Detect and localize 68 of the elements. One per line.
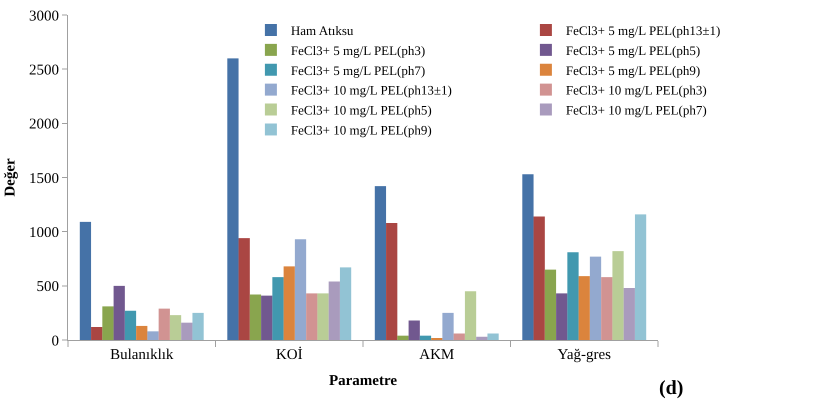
bar — [136, 326, 148, 340]
bar — [534, 216, 545, 340]
bar — [578, 276, 590, 340]
bar — [102, 306, 114, 340]
bar — [147, 331, 159, 340]
bar — [114, 286, 125, 340]
bar — [386, 223, 398, 340]
legend-label: FeCl3+ 10 mg/L PEL(ph7) — [566, 102, 707, 118]
bar — [624, 288, 635, 340]
bar — [397, 336, 409, 340]
bar — [340, 267, 352, 340]
bar — [250, 294, 262, 340]
legend-label: FeCl3+ 10 mg/L PEL(ph9) — [290, 122, 432, 138]
bar — [227, 58, 239, 340]
bar — [408, 320, 420, 340]
bar — [464, 291, 476, 340]
legend-label: FeCl3+ 5 mg/L PEL(ph13±1) — [566, 23, 720, 38]
y-tick-label: 2000 — [29, 116, 59, 133]
legend-label: FeCl3+ 5 mg/L PEL(ph3) — [290, 42, 426, 58]
bar — [192, 312, 204, 340]
legend-label: FeCl3+ 5 mg/L PEL(ph5) — [566, 42, 700, 58]
bar — [374, 186, 386, 340]
bar — [634, 214, 646, 340]
bar — [556, 293, 568, 340]
bar — [261, 296, 272, 340]
y-tick-label: 500 — [36, 279, 59, 296]
bar — [294, 239, 306, 340]
bar — [170, 315, 182, 340]
bar — [567, 252, 579, 340]
text: (d) — [659, 377, 684, 399]
x-axis-title: Parametre — [328, 373, 398, 389]
bar — [590, 256, 602, 340]
bar — [420, 336, 432, 340]
bar — [91, 327, 102, 340]
x-tick-label: KOİ — [276, 346, 303, 363]
bar — [454, 334, 465, 340]
bar — [601, 277, 612, 340]
legend-label: FeCl3+ 5 mg/L PEL(ph7) — [290, 62, 426, 78]
y-tick-label: 2500 — [29, 62, 59, 78]
bar — [544, 270, 556, 340]
bar — [328, 282, 340, 340]
legend-label: FeCl3+ 10 mg/L PEL(ph3) — [566, 82, 707, 98]
bar — [181, 322, 192, 340]
legend-label: FeCl3+ 10 mg/L PEL(ph5) — [290, 102, 432, 118]
y-axis-title: Değer — [2, 158, 18, 197]
bar — [487, 334, 499, 340]
bar — [284, 266, 295, 340]
y-tick-label: 0 — [52, 333, 59, 350]
x-tick-label: Yağ-gres — [558, 347, 612, 363]
bar — [476, 336, 488, 340]
bar — [80, 222, 92, 340]
bar — [317, 293, 329, 340]
bar — [238, 238, 250, 340]
y-tick-label: 3000 — [29, 8, 59, 24]
bar — [612, 251, 624, 340]
legend-label: FeCl3+ 5 mg/L PEL(ph9) — [566, 62, 700, 78]
x-tick-label: Bulanıklık — [110, 347, 174, 363]
bar — [124, 310, 136, 340]
bar — [272, 277, 284, 340]
legend-label: Ham Atıksu — [290, 23, 354, 38]
bar — [306, 293, 318, 340]
y-tick-label: 1500 — [29, 170, 59, 187]
y-tick-label: 1000 — [29, 224, 59, 241]
bar — [522, 174, 534, 340]
legend-label: FeCl3+ 10 mg/L PEL(ph13±1) — [290, 82, 452, 98]
x-tick-label: AKM — [419, 347, 454, 363]
bar — [158, 308, 170, 340]
bar — [442, 312, 454, 340]
